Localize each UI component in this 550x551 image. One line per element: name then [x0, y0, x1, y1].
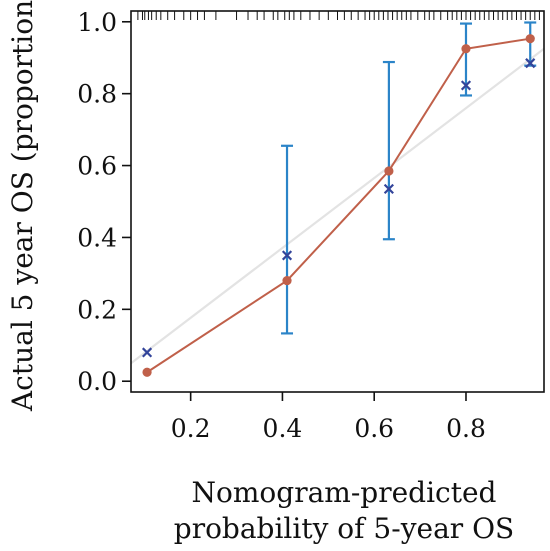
bias-corrected-point [281, 250, 293, 261]
y-tick-label: 0.8 [77, 80, 117, 109]
observed-point [525, 34, 535, 44]
observed-point [461, 44, 471, 54]
y-tick-label: 0.2 [77, 295, 117, 324]
x-axis-title-line1: Nomogram-predicted [192, 476, 497, 509]
observed-point [282, 275, 292, 286]
x-tick-label: 0.2 [171, 414, 211, 443]
y-axis-ticks: 0.0 0.2 0.4 0.6 0.8 1.0 [77, 8, 131, 396]
x-axis-title-line2: probability of 5-year OS [174, 512, 514, 545]
reference-line [130, 47, 545, 365]
x-tick-label: 0.6 [354, 414, 394, 443]
y-axis-title: Actual 5 year OS (proportion) [6, 0, 39, 412]
reference-line-group [130, 47, 545, 365]
observed-point [142, 367, 152, 377]
y-tick-label: 1.0 [77, 8, 117, 37]
x-axis-ticks: 0.2 0.4 0.6 0.8 [171, 392, 486, 443]
bias-corrected-point [141, 347, 153, 358]
y-tick-label: 0.4 [77, 223, 117, 252]
observed-point [384, 166, 394, 176]
data-points-group [141, 34, 536, 377]
y-tick-label: 0.0 [77, 367, 117, 396]
y-tick-label: 0.6 [77, 152, 117, 181]
bias-corrected-point [525, 58, 536, 69]
x-tick-label: 0.8 [446, 414, 486, 443]
x-tick-label: 0.4 [263, 414, 303, 443]
rug-marks-group [137, 11, 540, 20]
plot-frame [130, 10, 545, 393]
bias-corrected-point [460, 80, 472, 91]
error-bars-group [281, 21, 537, 335]
bias-corrected-point [383, 183, 394, 194]
